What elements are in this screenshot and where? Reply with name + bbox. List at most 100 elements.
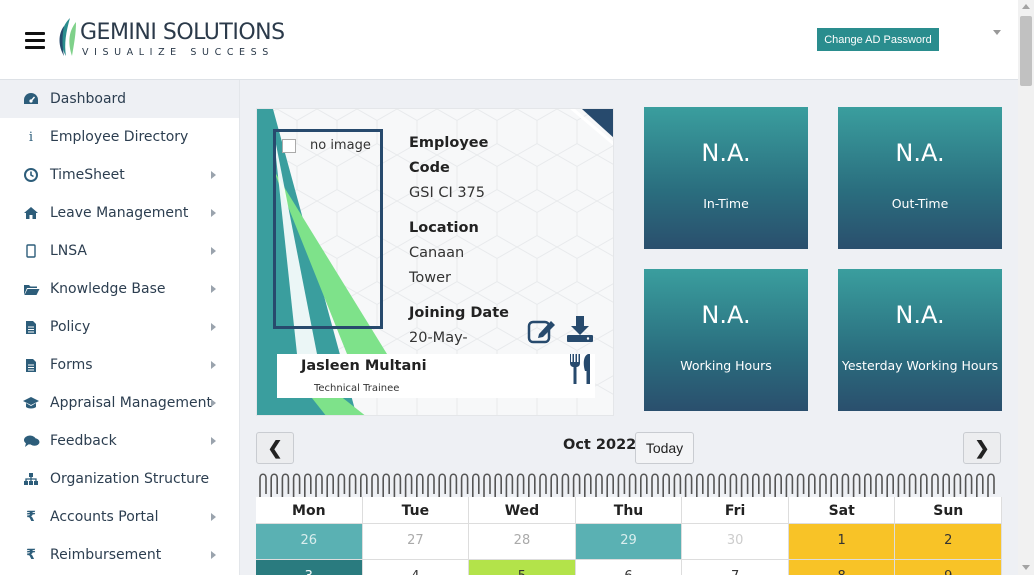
calendar-day-cell[interactable]: 5	[469, 560, 576, 575]
scroll-down-arrow-icon[interactable]	[1022, 565, 1030, 570]
caret-right-icon	[211, 285, 216, 293]
in-time-label: In-Time	[703, 196, 749, 211]
calendar-day-cell[interactable]: 9	[895, 560, 1003, 575]
yesterday-working-hours-value: N.A.	[895, 301, 945, 329]
graduation-cap-icon	[22, 394, 40, 412]
spiral-ring	[830, 473, 838, 499]
edit-profile-icon[interactable]	[527, 317, 557, 345]
employee-code-label-2: Code	[409, 160, 450, 176]
hamburger-menu-icon[interactable]	[25, 32, 45, 50]
dashboard-icon	[22, 90, 40, 108]
sidebar-item-organization-structure[interactable]: Organization Structure	[0, 460, 239, 498]
sidebar-item-employee-directory[interactable]: i Employee Directory	[0, 118, 239, 156]
sidebar-item-label: Dashboard	[50, 91, 126, 107]
spiral-ring	[707, 473, 715, 499]
sidebar-item-label: Appraisal Management	[50, 395, 213, 411]
spiral-ring	[696, 473, 704, 499]
calendar-day-cell[interactable]: 6	[575, 560, 683, 575]
user-menu-caret-icon[interactable]	[993, 30, 1001, 35]
spiral-ring	[460, 473, 469, 499]
spiral-ring	[908, 473, 917, 499]
spiral-ring	[292, 473, 301, 499]
sidebar-item-reimbursement[interactable]: ₹ Reimbursement	[0, 536, 239, 574]
spiral-ring	[472, 473, 480, 499]
sidebar-item-policy[interactable]: Policy	[0, 308, 239, 346]
calendar-today-button[interactable]: Today	[635, 432, 694, 464]
calendar-day-cell[interactable]: 2	[895, 524, 1003, 559]
sidebar-item-appraisal-management[interactable]: Appraisal Management	[0, 384, 239, 422]
spiral-ring	[651, 473, 659, 499]
caret-right-icon	[211, 247, 216, 255]
document-icon	[22, 356, 40, 374]
sidebar-item-label: LNSA	[50, 243, 87, 259]
change-ad-password-button[interactable]: Change AD Password	[817, 28, 939, 51]
calendar-day-cell[interactable]: 30	[682, 524, 789, 559]
spiral-ring	[606, 473, 614, 499]
sidebar-item-lnsa[interactable]: LNSA	[0, 232, 239, 270]
gemini-logo[interactable]: GEMINI SOLUTIONS VISUALIZE SUCCESS	[56, 16, 286, 60]
scroll-thumb[interactable]	[1020, 16, 1032, 86]
calendar-day-cell[interactable]: 29	[575, 524, 683, 559]
employee-code-value: GSI CI 375	[409, 185, 486, 201]
spiral-ring	[628, 473, 637, 499]
spiral-ring	[729, 473, 738, 499]
in-time-tile: N.A. In-Time	[644, 107, 808, 249]
calendar-day-cell[interactable]: 28	[469, 524, 576, 559]
calendar-next-button[interactable]: ❯	[963, 432, 1001, 464]
calendar-day-cell[interactable]: 3	[256, 560, 363, 575]
calendar-day-cell[interactable]: 27	[362, 524, 470, 559]
scroll-up-arrow-icon[interactable]	[1022, 4, 1030, 9]
calendar-prev-button[interactable]: ❮	[256, 432, 294, 464]
employee-name-strip: Jasleen Multani Technical Trainee	[277, 354, 595, 398]
calendar-day-cell[interactable]: 8	[788, 560, 896, 575]
caret-right-icon	[211, 513, 216, 521]
joining-date-label: Joining Date	[409, 305, 509, 321]
sidebar-item-dashboard[interactable]: Dashboard	[0, 80, 239, 118]
caret-right-icon	[211, 399, 216, 407]
caret-right-icon	[211, 361, 216, 369]
spiral-ring	[673, 473, 682, 499]
spiral-ring	[774, 473, 782, 499]
utensils-icon[interactable]	[568, 353, 594, 385]
rupee-icon: ₹	[26, 547, 36, 563]
weekday-wed: Wed	[469, 497, 576, 523]
weekday-sun: Sun	[895, 497, 1003, 523]
caret-right-icon	[211, 437, 216, 445]
calendar-week-row: 3 4 5 6 7 8 9	[256, 560, 1003, 575]
calendar-day-cell[interactable]: 7	[682, 560, 789, 575]
calendar-day-cell[interactable]: 26	[256, 524, 363, 559]
sidebar-item-accounts-portal[interactable]: ₹ Accounts Portal	[0, 498, 239, 536]
spiral-ring	[539, 473, 547, 499]
sidebar-item-timesheet[interactable]: TimeSheet	[0, 156, 239, 194]
sidebar-item-label: Organization Structure	[50, 471, 210, 487]
spiral-ring	[584, 473, 592, 499]
sidebar-item-label: TimeSheet	[50, 167, 125, 183]
employee-code-label: Employee	[409, 135, 489, 151]
broken-image-icon	[282, 138, 296, 153]
caret-right-icon	[211, 209, 216, 217]
spiral-ring	[438, 473, 446, 499]
weekday-mon: Mon	[256, 497, 363, 523]
calendar-spiral-rings	[259, 473, 995, 499]
out-time-label: Out-Time	[891, 196, 949, 211]
spiral-ring	[404, 473, 413, 499]
location-value-line1: Canaan	[409, 245, 465, 261]
calendar-day-cell[interactable]: 4	[362, 560, 470, 575]
location-label: Location	[409, 220, 479, 236]
sidebar-item-label: Feedback	[50, 433, 117, 449]
employee-profile-card: no image Employee Code GSI CI 375 Locati…	[256, 108, 614, 416]
spiral-ring	[304, 473, 312, 499]
sidebar-item-forms[interactable]: Forms	[0, 346, 239, 384]
spiral-ring	[752, 473, 760, 499]
sidebar-item-feedback[interactable]: Feedback	[0, 422, 239, 460]
calendar-day-cell[interactable]: 1	[788, 524, 896, 559]
spiral-ring	[964, 473, 973, 499]
download-icon[interactable]	[565, 314, 595, 344]
weekday-sat: Sat	[789, 497, 896, 523]
working-hours-value: N.A.	[701, 301, 751, 329]
sidebar-item-leave-management[interactable]: Leave Management	[0, 194, 239, 232]
weekday-tue: Tue	[363, 497, 470, 523]
sidebar-item-knowledge-base[interactable]: Knowledge Base	[0, 270, 239, 308]
calendar-grid: Mon Tue Wed Thu Fri Sat Sun 26 27 28 29 …	[256, 497, 1003, 575]
page-scrollbar[interactable]	[1018, 0, 1034, 575]
